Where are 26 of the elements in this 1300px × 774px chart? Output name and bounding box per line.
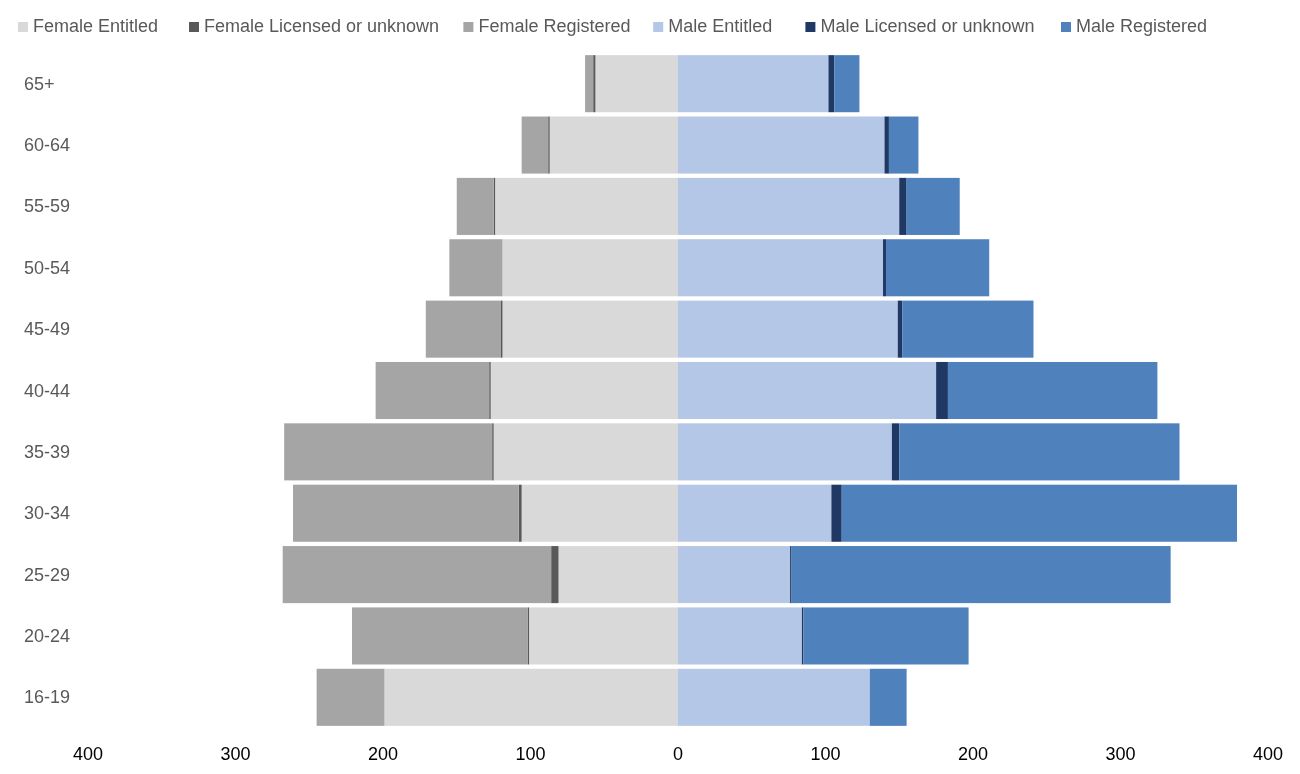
- y-tick-label: 45-49: [24, 319, 71, 340]
- y-tick-label: 25-29: [24, 564, 71, 585]
- x-tick-label: 0: [672, 744, 684, 764]
- y-tick-label: 50-54: [24, 257, 71, 278]
- legend-label: Male Registered: [1076, 16, 1208, 36]
- x-tick-label: 400: [1252, 744, 1284, 764]
- x-tick-label: 200: [367, 744, 399, 764]
- x-tick-label: 300: [1105, 744, 1136, 764]
- y-tick-label: 30-34: [24, 503, 71, 524]
- y-tick-label: 65+: [24, 73, 55, 94]
- x-tick-label: 300: [220, 744, 251, 764]
- y-tick-label: 55-59: [24, 196, 71, 217]
- y-tick-label: 16-19: [24, 687, 71, 708]
- y-tick-label: 60-64: [24, 135, 71, 156]
- legend-label: Female Licensed or unknown: [204, 16, 440, 36]
- x-tick-label: 100: [515, 744, 546, 764]
- x-tick-label: 400: [72, 744, 104, 764]
- legend-label: Male Entitled: [668, 16, 773, 36]
- y-tick-label: 20-24: [24, 625, 71, 646]
- x-tick-label: 100: [810, 744, 841, 764]
- x-tick-label: 200: [957, 744, 989, 764]
- legend-label: Female Entitled: [33, 16, 159, 36]
- y-tick-label: 35-39: [24, 441, 71, 462]
- y-tick-label: 40-44: [24, 380, 71, 401]
- legend-label: Female Registered: [478, 16, 631, 36]
- legend-label: Male Licensed or unknown: [820, 16, 1035, 36]
